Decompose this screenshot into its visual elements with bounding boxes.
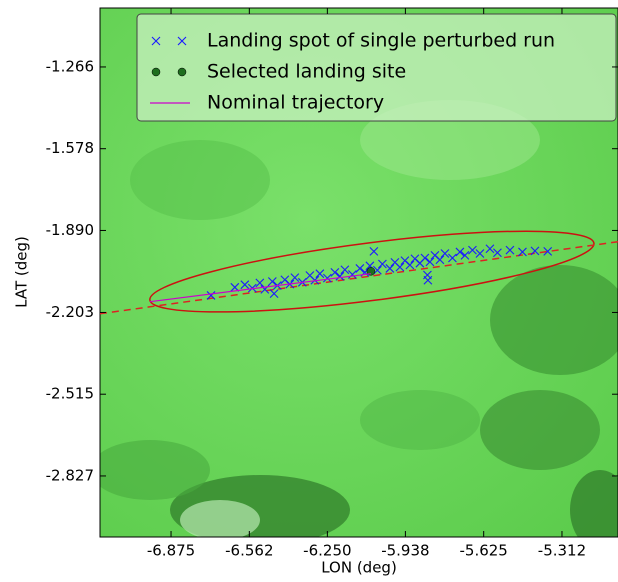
x-tick-label: -6.875 (147, 542, 195, 560)
legend-swatch (152, 68, 160, 76)
legend-label: Landing spot of single perturbed run (207, 30, 555, 52)
legend-label: Nominal trajectory (207, 92, 384, 114)
page: LON (deg) LAT (deg) Landing spot of sing… (0, 0, 618, 582)
y-tick-label: -2.827 (46, 466, 94, 484)
x-axis-label: LON (deg) (321, 559, 397, 577)
y-tick-label: -2.203 (46, 303, 94, 321)
x-tick-label: -6.562 (225, 542, 273, 560)
chart: LON (deg) LAT (deg) Landing spot of sing… (0, 0, 618, 578)
legend: Landing spot of single perturbed run Sele… (137, 14, 616, 121)
x-tick-label: -5.938 (381, 542, 429, 560)
y-axis-label: LAT (deg) (13, 236, 31, 308)
y-tick-label: -2.515 (46, 385, 94, 403)
y-tick-label: -1.578 (46, 139, 94, 157)
y-tick-label: -1.266 (46, 57, 94, 75)
legend-swatch (178, 68, 186, 76)
x-tick-label: -5.312 (538, 542, 586, 560)
y-tick-label: -1.890 (46, 221, 94, 239)
x-tick-label: -6.250 (303, 542, 351, 560)
x-tick-label: -5.625 (460, 542, 508, 560)
legend-label: Selected landing site (207, 61, 406, 83)
